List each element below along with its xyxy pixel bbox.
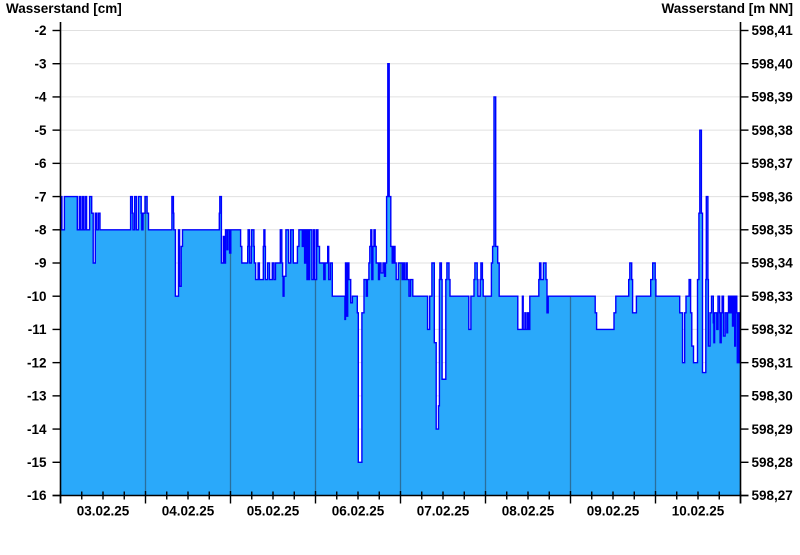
- svg-text:598,34: 598,34: [752, 256, 794, 271]
- svg-text:-9: -9: [34, 256, 46, 271]
- svg-text:598,37: 598,37: [752, 156, 793, 171]
- svg-text:06.02.25: 06.02.25: [332, 504, 385, 519]
- svg-text:-2: -2: [34, 23, 46, 38]
- svg-text:598,30: 598,30: [752, 389, 793, 404]
- svg-text:598,29: 598,29: [752, 422, 793, 437]
- svg-text:-11: -11: [28, 322, 47, 337]
- svg-text:05.02.25: 05.02.25: [247, 504, 300, 519]
- svg-text:-14: -14: [27, 422, 47, 437]
- svg-text:08.02.25: 08.02.25: [502, 504, 555, 519]
- svg-text:598,38: 598,38: [752, 123, 794, 138]
- svg-text:-13: -13: [27, 389, 47, 404]
- svg-text:598,36: 598,36: [752, 189, 794, 204]
- svg-text:-5: -5: [34, 123, 46, 138]
- svg-text:Wasserstand [cm]: Wasserstand [cm]: [6, 1, 122, 16]
- svg-text:-6: -6: [34, 156, 46, 171]
- svg-text:598,28: 598,28: [752, 455, 794, 470]
- svg-text:-10: -10: [27, 289, 47, 304]
- svg-text:09.02.25: 09.02.25: [587, 504, 640, 519]
- svg-text:Wasserstand [m NN]: Wasserstand [m NN]: [661, 1, 793, 16]
- svg-text:-4: -4: [34, 90, 46, 105]
- svg-text:03.02.25: 03.02.25: [77, 504, 130, 519]
- svg-text:598,39: 598,39: [752, 90, 793, 105]
- svg-text:598,32: 598,32: [752, 322, 793, 337]
- svg-text:598,40: 598,40: [752, 56, 793, 71]
- svg-text:07.02.25: 07.02.25: [417, 504, 470, 519]
- svg-text:-12: -12: [27, 355, 47, 370]
- svg-text:598,33: 598,33: [752, 289, 794, 304]
- svg-text:-16: -16: [27, 488, 47, 503]
- svg-text:-3: -3: [34, 56, 46, 71]
- svg-text:598,35: 598,35: [752, 222, 794, 237]
- svg-text:598,41: 598,41: [752, 23, 794, 38]
- svg-text:-8: -8: [34, 222, 46, 237]
- svg-text:04.02.25: 04.02.25: [162, 504, 215, 519]
- svg-text:598,27: 598,27: [752, 488, 793, 503]
- svg-text:-7: -7: [34, 189, 46, 204]
- svg-text:598,31: 598,31: [752, 355, 794, 370]
- svg-text:-15: -15: [27, 455, 47, 470]
- svg-text:10.02.25: 10.02.25: [672, 504, 725, 519]
